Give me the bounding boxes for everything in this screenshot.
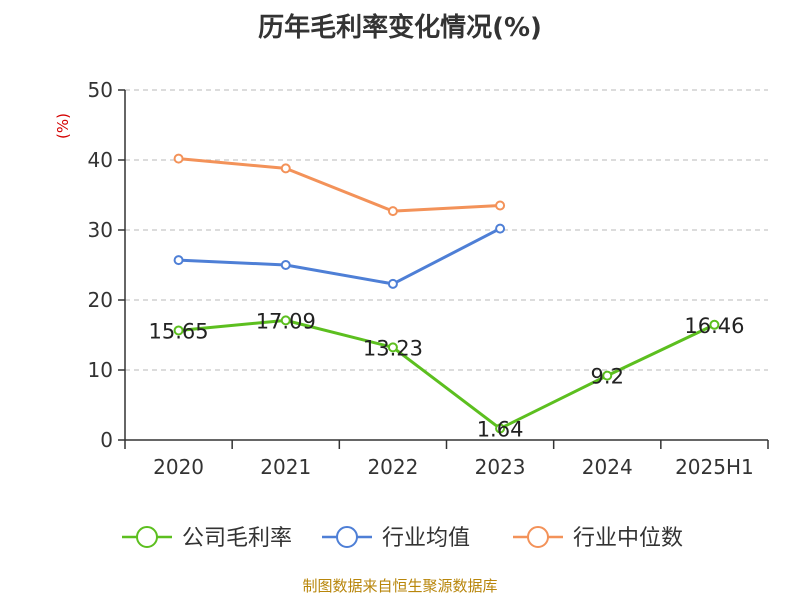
data-point — [709, 319, 720, 330]
y-tick-label: 0 — [100, 428, 113, 452]
data-label: 16.46 — [684, 314, 744, 338]
y-tick-label: 10 — [88, 358, 113, 382]
source-note: 制图数据来自恒生聚源数据库 — [302, 577, 497, 595]
data-point — [495, 423, 506, 434]
data-point — [173, 255, 184, 266]
data-label: 1.64 — [477, 418, 524, 442]
data-point — [280, 315, 291, 326]
data-label: 13.23 — [363, 336, 423, 360]
legend-marker — [136, 526, 158, 548]
y-tick-label: 30 — [88, 218, 113, 242]
legend-item: 公司毛利率 — [122, 526, 292, 551]
x-tick-label: 2025H1 — [675, 455, 754, 479]
data-label: 17.09 — [256, 309, 316, 333]
y-axis-label: (%) — [54, 113, 72, 139]
data-point — [602, 370, 613, 381]
data-point — [173, 153, 184, 164]
x-tick-label: 2022 — [367, 455, 418, 479]
chart-title: 历年毛利率变化情况(%) — [258, 12, 542, 43]
data-labels: 15.65 17.09 13.23 1.64 9.2 16.46 — [149, 309, 745, 441]
data-point — [387, 278, 398, 289]
data-point — [280, 163, 291, 174]
x-tick-label: 2023 — [475, 455, 526, 479]
legend-label: 行业均值 — [382, 526, 470, 551]
legend-item: 行业中位数 — [513, 526, 683, 551]
axes: 0 10 20 30 40 50 2020 2021 2022 2023 2024 2025H1 — [88, 78, 769, 479]
legend-label: 行业中位数 — [573, 526, 683, 551]
y-tick-label: 50 — [88, 78, 113, 102]
series-layer — [173, 153, 720, 434]
legend: 公司毛利率 行业均值 行业中位数 — [122, 526, 683, 551]
x-tick-label: 2020 — [153, 455, 204, 479]
y-tick-label: 20 — [88, 288, 113, 312]
data-point — [173, 325, 184, 336]
series-line-1 — [178, 227, 501, 286]
series-line-2 — [178, 157, 501, 213]
legend-marker — [336, 526, 358, 548]
series-line-0 — [178, 318, 716, 431]
x-tick-label: 2021 — [260, 455, 311, 479]
data-label: 9.2 — [591, 365, 624, 389]
data-point — [387, 206, 398, 217]
legend-marker — [527, 526, 549, 548]
legend-item: 行业均值 — [322, 526, 470, 551]
data-point — [495, 200, 506, 211]
legend-label: 公司毛利率 — [182, 526, 292, 551]
data-label: 15.65 — [149, 319, 209, 343]
data-point — [280, 260, 291, 270]
data-point — [387, 342, 398, 353]
data-point — [495, 223, 506, 234]
y-tick-label: 40 — [88, 148, 113, 172]
grid-lines — [125, 89, 768, 371]
x-tick-label: 2024 — [582, 455, 633, 479]
